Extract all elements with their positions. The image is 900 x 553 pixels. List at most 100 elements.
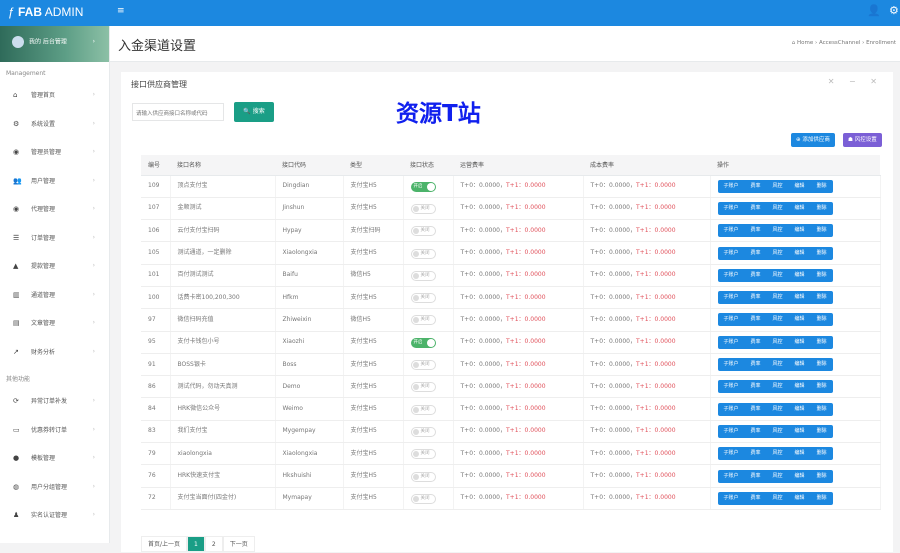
sidebar-item[interactable]: ▲ 提款管理 › [0, 252, 109, 281]
risk-button[interactable]: 风控 [772, 227, 783, 234]
status-toggle[interactable]: 关闭 [410, 382, 436, 393]
risk-button[interactable]: 风控 [772, 249, 783, 256]
edit-button[interactable]: 编辑 [794, 271, 805, 278]
edit-button[interactable]: 编辑 [794, 182, 805, 189]
sidebar-item[interactable]: ▤ 文章管理 › [0, 309, 109, 338]
sidebar-user[interactable]: 我的 后台管理 › [0, 26, 109, 62]
risk-button[interactable]: 风控 [772, 361, 783, 368]
status-toggle[interactable]: 关闭 [410, 203, 436, 214]
edit-button[interactable]: 编辑 [794, 316, 805, 323]
delete-button[interactable]: 删除 [816, 427, 827, 434]
sidebar-item[interactable]: ♟ 实名认证管理 › [0, 501, 109, 530]
edit-button[interactable]: 编辑 [794, 294, 805, 301]
rate-button[interactable]: 费率 [750, 204, 761, 211]
delete-button[interactable]: 删除 [816, 182, 827, 189]
status-toggle[interactable]: 关闭 [410, 426, 436, 437]
search-input[interactable]: 请输入供应商接口名称或代码 [132, 103, 224, 121]
page-2[interactable]: 2 [204, 536, 223, 552]
risk-button[interactable]: 风控 [772, 450, 783, 457]
status-toggle[interactable]: 关闭 [410, 449, 436, 460]
rate-button[interactable]: 费率 [750, 450, 761, 457]
sub-account-button[interactable]: 子账户 [723, 450, 739, 457]
sub-account-button[interactable]: 子账户 [723, 494, 739, 501]
rate-button[interactable]: 费率 [750, 405, 761, 412]
rate-button[interactable]: 费率 [750, 472, 761, 479]
status-toggle[interactable]: 关闭 [410, 226, 436, 237]
status-toggle[interactable]: 关闭 [410, 315, 436, 326]
gear-icon[interactable]: ⚙ [889, 4, 899, 17]
user-icon[interactable]: 👤 [867, 4, 881, 17]
delete-button[interactable]: 删除 [816, 316, 827, 323]
panel-tools[interactable]: ✕ − ✕ [827, 77, 883, 86]
delete-button[interactable]: 删除 [816, 383, 827, 390]
delete-button[interactable]: 删除 [816, 294, 827, 301]
sidebar-item[interactable]: ⌂ 管理首页 › [0, 81, 109, 110]
rate-button[interactable]: 费率 [750, 383, 761, 390]
edit-button[interactable]: 编辑 [794, 427, 805, 434]
breadcrumb-channel[interactable]: AccessChannel [818, 40, 861, 46]
delete-button[interactable]: 删除 [816, 494, 827, 501]
delete-button[interactable]: 删除 [816, 338, 827, 345]
rate-button[interactable]: 费率 [750, 227, 761, 234]
sidebar-item[interactable]: ◍ 用户分组管理 › [0, 473, 109, 502]
risk-button[interactable]: 风控 [772, 383, 783, 390]
sub-account-button[interactable]: 子账户 [723, 472, 739, 479]
hamburger-icon[interactable]: ≡ [117, 6, 125, 16]
status-toggle[interactable]: 关闭 [410, 270, 436, 281]
sub-account-button[interactable]: 子账户 [723, 271, 739, 278]
status-toggle[interactable]: 关闭 [410, 493, 436, 504]
prev-page[interactable]: 首页/上一页 [141, 536, 188, 552]
sub-account-button[interactable]: 子账户 [723, 249, 739, 256]
edit-button[interactable]: 编辑 [794, 383, 805, 390]
edit-button[interactable]: 编辑 [794, 227, 805, 234]
rate-button[interactable]: 费率 [750, 338, 761, 345]
page-1[interactable]: 1 [187, 536, 205, 552]
next-page[interactable]: 下一页 [222, 536, 255, 552]
risk-settings-button[interactable]: ☗ 风控设置 [843, 133, 882, 147]
sub-account-button[interactable]: 子账户 [723, 427, 739, 434]
breadcrumb-home[interactable]: Home [797, 40, 814, 46]
edit-button[interactable]: 编辑 [794, 494, 805, 501]
rate-button[interactable]: 费率 [750, 316, 761, 323]
status-toggle[interactable]: 关闭 [410, 248, 436, 259]
risk-button[interactable]: 风控 [772, 338, 783, 345]
rate-button[interactable]: 费率 [750, 294, 761, 301]
sidebar-item[interactable]: ▭ 优惠券转订单 › [0, 416, 109, 445]
edit-button[interactable]: 编辑 [794, 204, 805, 211]
rate-button[interactable]: 费率 [750, 427, 761, 434]
rate-button[interactable]: 费率 [750, 494, 761, 501]
rate-button[interactable]: 费率 [750, 361, 761, 368]
sub-account-button[interactable]: 子账户 [723, 227, 739, 234]
status-toggle[interactable]: 开启 [410, 337, 436, 348]
sub-account-button[interactable]: 子账户 [723, 294, 739, 301]
rate-button[interactable]: 费率 [750, 271, 761, 278]
sub-account-button[interactable]: 子账户 [723, 361, 739, 368]
sub-account-button[interactable]: 子账户 [723, 383, 739, 390]
sub-account-button[interactable]: 子账户 [723, 182, 739, 189]
risk-button[interactable]: 风控 [772, 427, 783, 434]
edit-button[interactable]: 编辑 [794, 249, 805, 256]
sidebar-item[interactable]: ⚙ 系统设置 › [0, 110, 109, 139]
edit-button[interactable]: 编辑 [794, 450, 805, 457]
risk-button[interactable]: 风控 [772, 294, 783, 301]
status-toggle[interactable]: 关闭 [410, 293, 436, 304]
sidebar-item[interactable]: ◉ 管理员管理 › [0, 138, 109, 167]
sidebar-item[interactable]: ● 模板管理 › [0, 444, 109, 473]
delete-button[interactable]: 删除 [816, 472, 827, 479]
sidebar-item[interactable]: 👥 用户管理 › [0, 167, 109, 196]
status-toggle[interactable]: 关闭 [410, 360, 436, 371]
search-button[interactable]: 🔍 搜索 [234, 102, 274, 122]
delete-button[interactable]: 删除 [816, 227, 827, 234]
sidebar-item[interactable]: ↗ 财务分析 › [0, 338, 109, 367]
sidebar-item[interactable]: ⟳ 异常订单补发 › [0, 387, 109, 416]
sub-account-button[interactable]: 子账户 [723, 204, 739, 211]
edit-button[interactable]: 编辑 [794, 361, 805, 368]
sidebar-item[interactable]: ◉ 代理管理 › [0, 195, 109, 224]
edit-button[interactable]: 编辑 [794, 472, 805, 479]
delete-button[interactable]: 删除 [816, 204, 827, 211]
risk-button[interactable]: 风控 [772, 204, 783, 211]
status-toggle[interactable]: 关闭 [410, 404, 436, 415]
delete-button[interactable]: 删除 [816, 249, 827, 256]
edit-button[interactable]: 编辑 [794, 338, 805, 345]
sidebar-item[interactable]: ☰ 订单管理 › [0, 224, 109, 253]
